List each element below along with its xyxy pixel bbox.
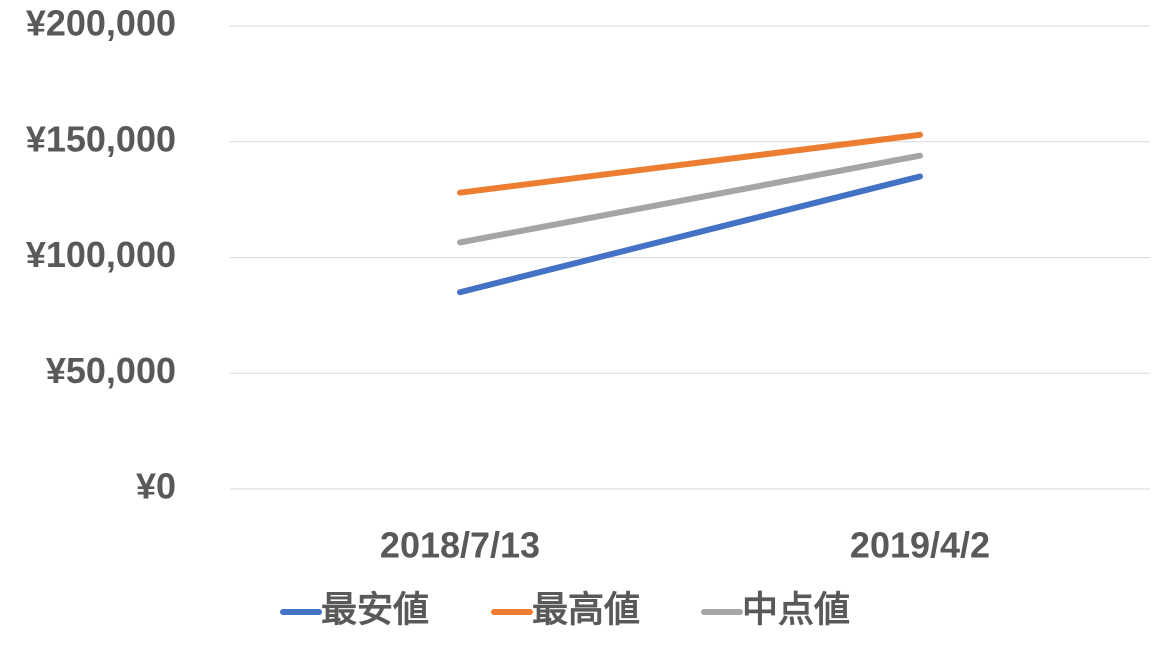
y-tick-label: ¥200,000	[26, 3, 176, 44]
series-line	[457, 152, 923, 246]
y-tick-label: ¥50,000	[46, 350, 176, 391]
y-tick-label: ¥150,000	[26, 118, 176, 159]
legend-label: 最高値	[532, 589, 640, 630]
x-tick-label: 2019/4/2	[850, 525, 990, 566]
series-line	[457, 131, 923, 196]
series-line	[457, 173, 923, 296]
y-tick-label: ¥100,000	[26, 234, 176, 275]
y-tick-label: ¥0	[136, 466, 176, 507]
legend-label: 中点値	[742, 589, 850, 630]
legend-label: 最安値	[321, 589, 429, 630]
x-tick-label: 2018/7/13	[380, 525, 540, 566]
